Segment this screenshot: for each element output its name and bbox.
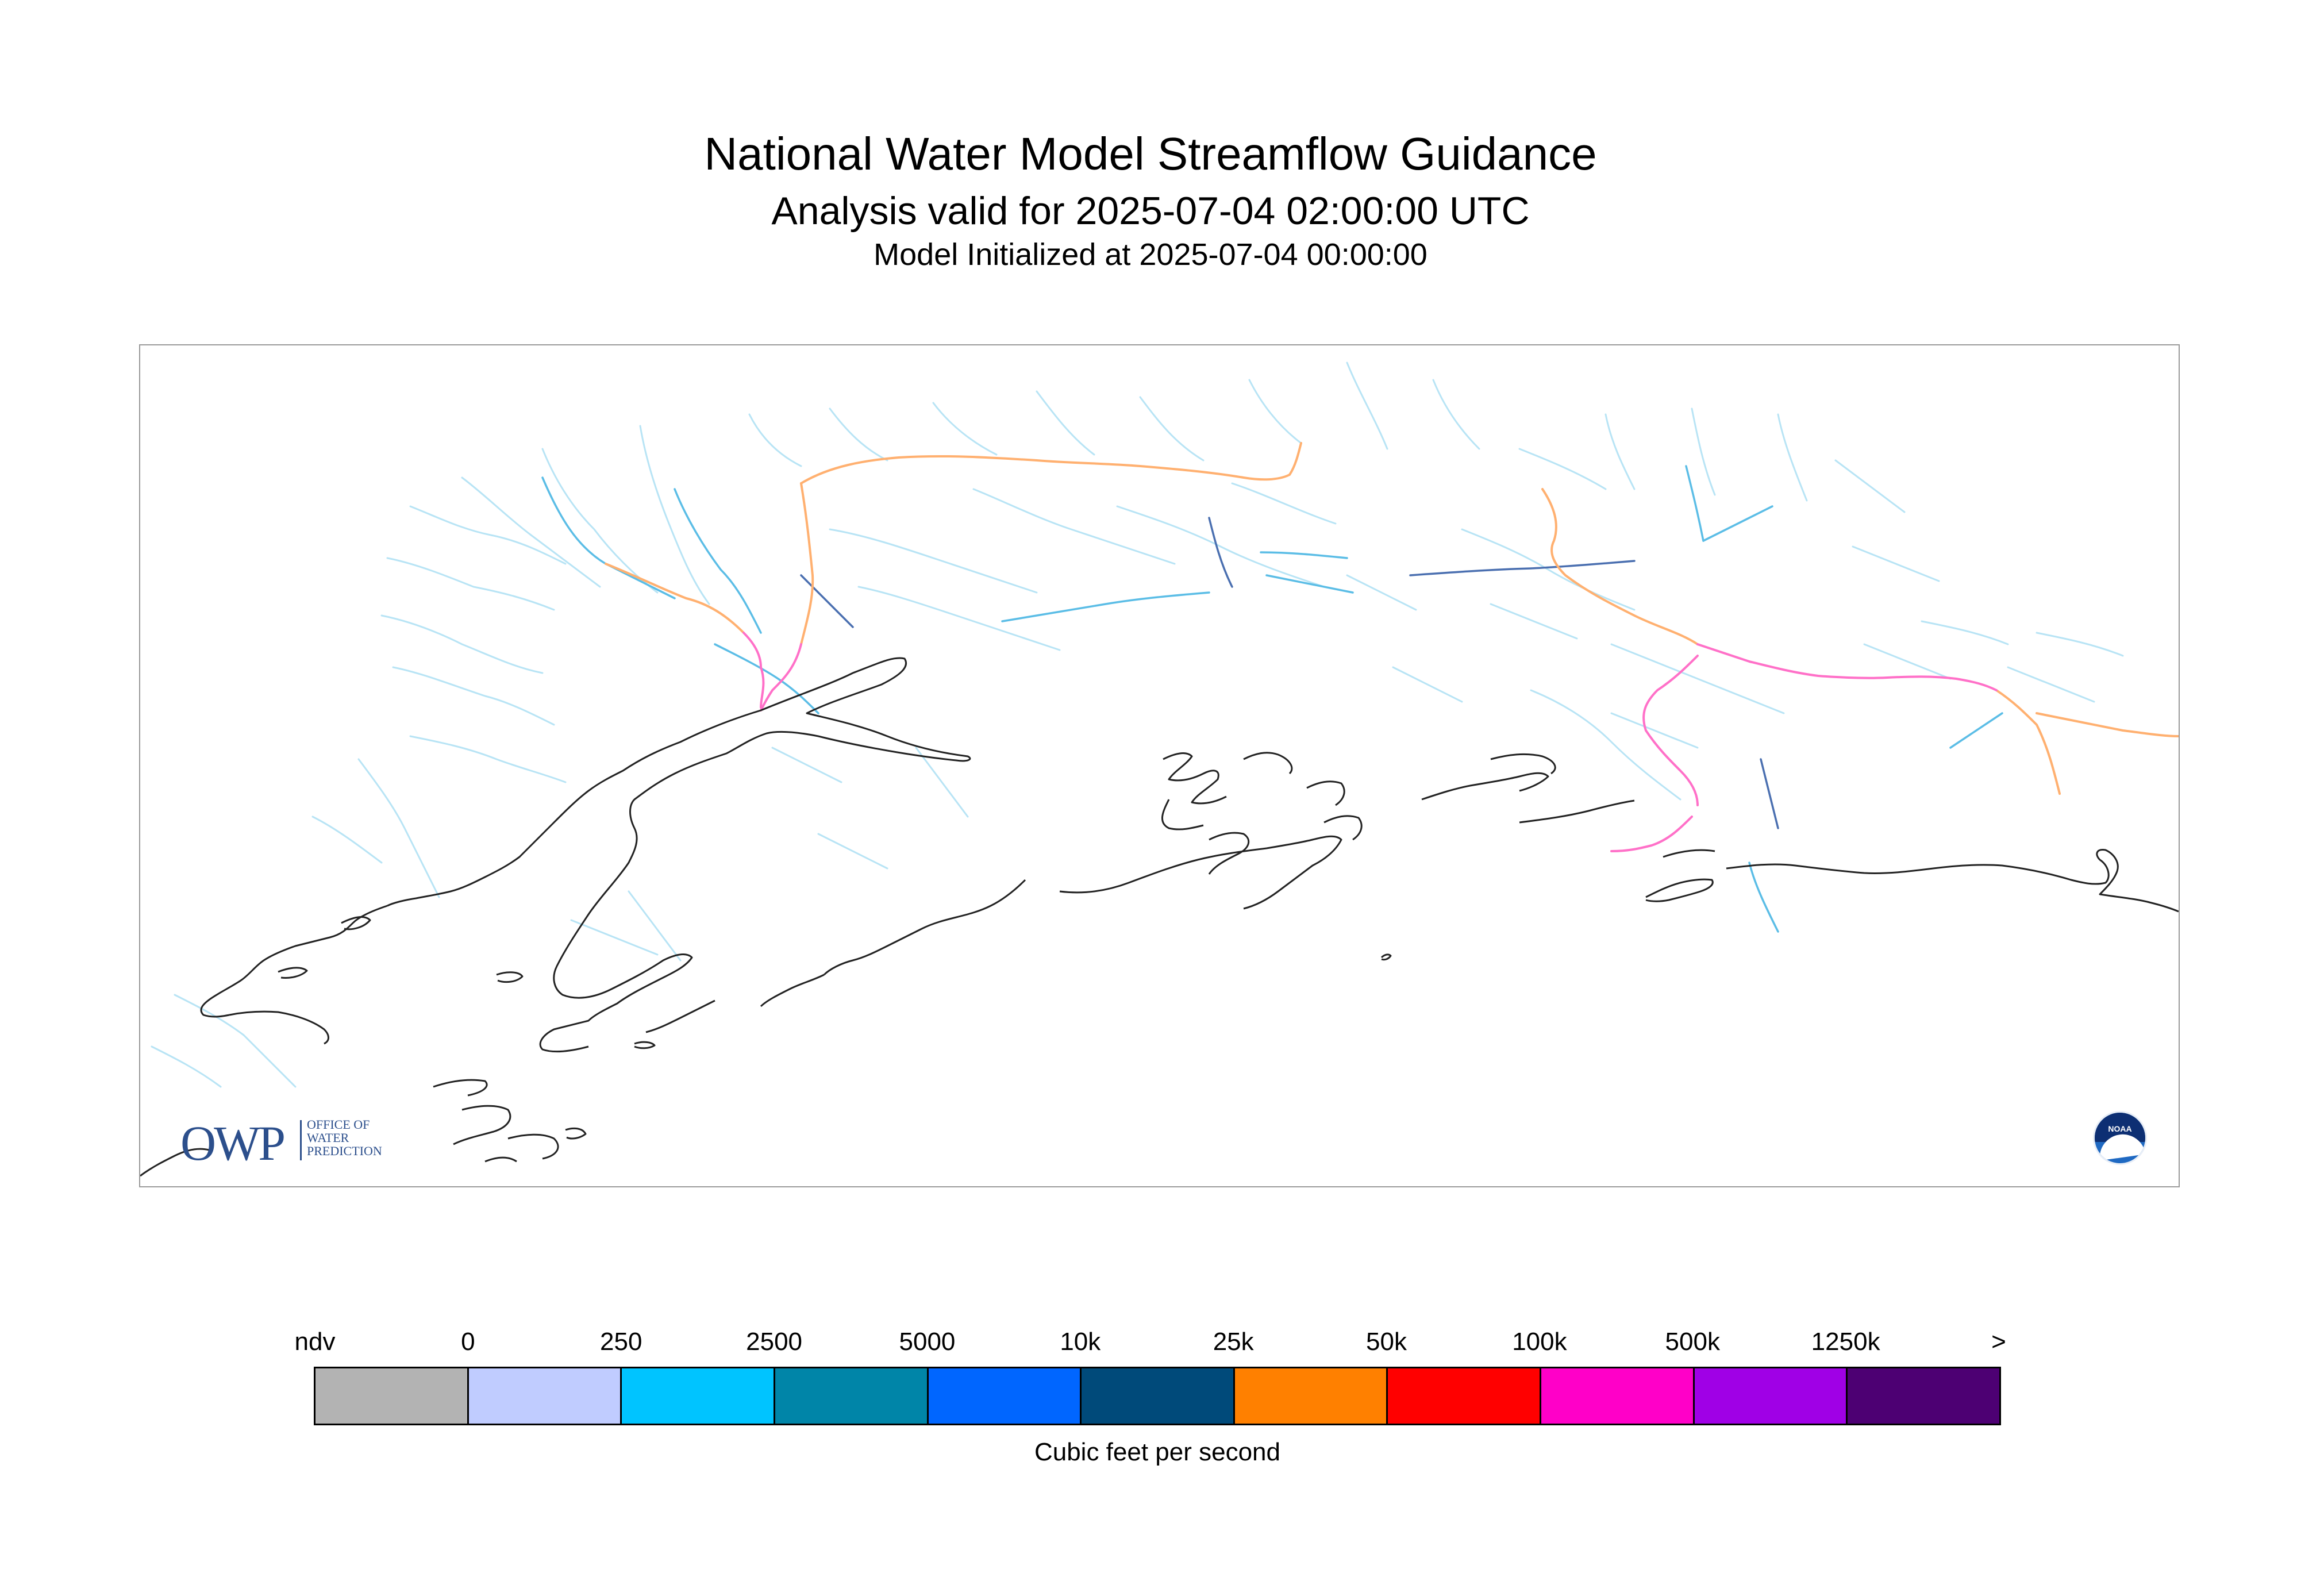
map-canvas xyxy=(140,361,2179,1177)
legend-tick-label: 25k xyxy=(1213,1328,1254,1356)
legend-color-swatch xyxy=(1388,1368,1542,1424)
legend-color-swatch xyxy=(775,1368,929,1424)
large-rivers xyxy=(605,442,2179,795)
legend-color-swatch xyxy=(1082,1368,1235,1424)
legend-color-swatch xyxy=(622,1368,775,1424)
owp-logo-text: OFFICE OF WATER PREDICTION xyxy=(307,1118,382,1157)
legend-color-swatch xyxy=(315,1368,469,1424)
legend-tick-label: 2500 xyxy=(746,1328,803,1356)
noaa-logo: NOAA xyxy=(2093,1111,2147,1165)
legend-tick-label: 5000 xyxy=(899,1328,956,1356)
major-rivers xyxy=(742,632,1998,852)
legend-tick-label: > xyxy=(1991,1328,2006,1356)
owp-logo-divider xyxy=(300,1120,302,1160)
legend-units: Cubic feet per second xyxy=(1034,1438,1281,1466)
legend-tick-label: 50k xyxy=(1366,1328,1407,1356)
streamflow-map: OWP OFFICE OF WATER PREDICTION NOAA xyxy=(139,344,2180,1187)
owp-logo-line2: WATER xyxy=(307,1130,349,1145)
legend-color-swatch xyxy=(1234,1368,1388,1424)
analysis-valid-time: Analysis valid for 2025-07-04 02:00:00 U… xyxy=(771,189,1530,233)
owp-logo-line1: OFFICE OF xyxy=(307,1117,370,1132)
legend-tick-label: 100k xyxy=(1512,1328,1567,1356)
owp-logo-mark: OWP xyxy=(180,1116,286,1171)
noaa-logo-label: NOAA xyxy=(2108,1124,2132,1133)
owp-logo-line3: PREDICTION xyxy=(307,1144,382,1158)
legend-color-swatch xyxy=(1848,1368,2000,1424)
legend-color-swatch xyxy=(468,1368,622,1424)
legend-tick-label: 1250k xyxy=(1811,1328,1880,1356)
legend-color-swatch xyxy=(1694,1368,1848,1424)
map-title: National Water Model Streamflow Guidance xyxy=(704,128,1597,179)
legend-tick-label: 0 xyxy=(461,1328,475,1356)
legend-tick-label: 250 xyxy=(600,1328,642,1356)
legend-color-swatch xyxy=(928,1368,1082,1424)
legend-color-bar xyxy=(314,1367,2001,1425)
legend-tick-label: 10k xyxy=(1060,1328,1101,1356)
legend-tick-label: 500k xyxy=(1665,1328,1720,1356)
coastline xyxy=(140,657,2179,1177)
legend-color-swatch xyxy=(1541,1368,1695,1424)
small-streams xyxy=(151,361,2124,1088)
medium-streams xyxy=(541,465,2003,933)
legend-tick-label: ndv xyxy=(294,1328,336,1356)
model-init-time: Model Initialized at 2025-07-04 00:00:00 xyxy=(874,237,1427,272)
